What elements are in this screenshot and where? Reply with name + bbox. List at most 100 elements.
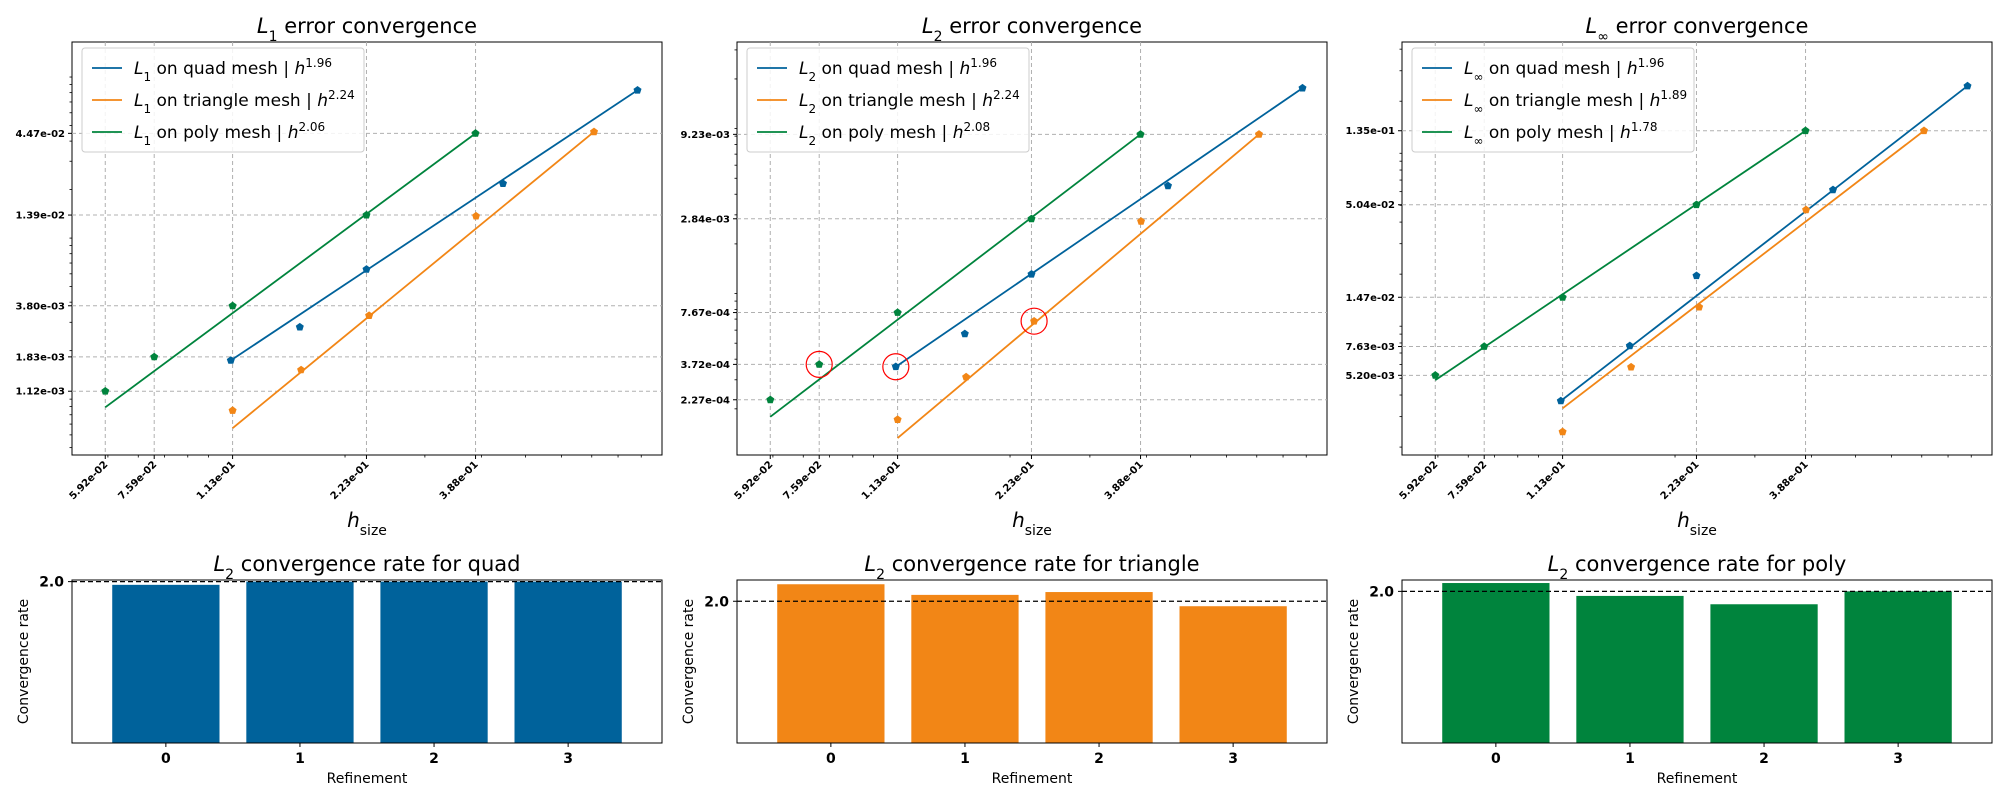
- legend-h: h: [959, 59, 970, 79]
- legend-exponent: 2.24: [328, 88, 355, 102]
- y-axis-label: Convergence rate: [1346, 599, 1362, 724]
- legend-exponent: 2.24: [993, 88, 1020, 102]
- bar-1: [1576, 595, 1684, 743]
- chart-title-rest: convergence rate for poly: [1568, 552, 1846, 576]
- y-tick-label: 2.0: [1369, 584, 1394, 600]
- bar-0: [1442, 583, 1550, 743]
- chart-title-sub: 1: [269, 29, 278, 45]
- legend-h: h: [982, 91, 993, 111]
- y-tick-label: 1.39e-02: [15, 211, 65, 222]
- plot-frame: [1401, 579, 1993, 744]
- data-point-quad: [891, 362, 900, 371]
- data-point-quad: [226, 356, 235, 364]
- chart-title-base: L: [1548, 552, 1560, 576]
- legend-entry-poly: L2 on poly mesh | h2.08: [799, 120, 990, 148]
- x-tick-label: 3: [1228, 751, 1238, 767]
- chart-title: L2 convergence rate for triangle: [864, 552, 1199, 583]
- y-tick-label: 1.12e-03: [15, 387, 65, 398]
- chart-title: L2 error convergence: [922, 14, 1142, 45]
- x-tick-label: 1: [1625, 751, 1635, 767]
- legend-entry-poly: L1 on poly mesh | h2.06: [134, 120, 325, 148]
- data-point-poly: [815, 360, 824, 368]
- data-point-triangle: [365, 311, 374, 319]
- bar-1: [911, 594, 1019, 743]
- data-point-poly: [893, 308, 902, 316]
- error-chart-1: 1.12e-03 1.83e-03 3.80e-03 1.39e-02 4.47e-02…: [15, 14, 663, 539]
- legend-text: on triangle mesh |: [151, 91, 317, 111]
- legend-base: L: [799, 59, 808, 79]
- chart-title-sub: 2: [934, 29, 943, 45]
- y-tick-label: 2.0: [39, 575, 64, 591]
- error-chart-3: 5.20e-03 7.63e-03 1.47e-02 5.04e-02 1.35e-01…: [1345, 14, 1993, 539]
- error-chart-2: 2.27e-04 3.72e-04 7.67e-04 2.84e-03 9.23e-03…: [680, 14, 1328, 539]
- data-point-quad: [295, 322, 304, 331]
- y-tick-label: 7.67e-04: [680, 308, 730, 319]
- rate-chart-2: 0 1 2 32.0L2 convergence rate for triangleR…: [681, 552, 1328, 787]
- legend-text: on poly mesh |: [151, 123, 288, 143]
- data-point-quad: [499, 179, 507, 187]
- legend-base: L: [134, 91, 143, 111]
- x-tick-label: 3.88e-01: [438, 459, 481, 502]
- legend-exponent: 1.96: [970, 56, 997, 70]
- legend-text: on triangle mesh |: [1483, 91, 1649, 111]
- x-axis-label: Refinement: [992, 771, 1073, 787]
- data-point-triangle: [1558, 427, 1567, 436]
- legend-box: [81, 47, 365, 153]
- y-tick-label: 2.0: [704, 594, 729, 610]
- legend-h: h: [288, 123, 299, 143]
- data-point-poly: [362, 210, 371, 219]
- x-tick-label: 0: [161, 751, 171, 767]
- legend-text: on quad mesh |: [151, 59, 294, 79]
- legend-entry-quad: L1 on quad mesh | h1.96: [134, 56, 332, 84]
- x-axis-label-base: h: [1012, 508, 1025, 532]
- legend-text: on quad mesh |: [816, 59, 959, 79]
- x-tick-label: 1.13e-01: [860, 459, 903, 502]
- x-tick-label: 5.92e-02: [1398, 459, 1441, 502]
- fit-line-quad: [895, 87, 1304, 368]
- x-tick-label: 1.13e-01: [1525, 459, 1568, 502]
- data-point-triangle: [893, 415, 902, 423]
- data-point-poly: [101, 387, 110, 395]
- x-tick-label: 1.13e-01: [195, 459, 238, 502]
- legend-text: on triangle mesh |: [816, 91, 982, 111]
- rate-chart-3: 0 1 2 32.0L2 convergence rate for polyRefin…: [1346, 552, 1993, 787]
- chart-title-base: L: [864, 552, 876, 576]
- fit-line-poly: [1434, 129, 1807, 381]
- chart-title-rest: error convergence: [943, 14, 1143, 38]
- bar-3: [1179, 606, 1287, 743]
- legend-exponent: 2.08: [963, 120, 990, 134]
- chart-title: L∞ error convergence: [1586, 14, 1809, 45]
- fit-line-triangle: [897, 133, 1260, 439]
- y-tick-label: 1.47e-02: [1345, 293, 1395, 304]
- legend-text: on quad mesh |: [1483, 59, 1626, 79]
- legend-exponent: 1.96: [1638, 56, 1665, 70]
- legend-base: L: [1464, 123, 1473, 143]
- x-tick-label: 7.59e-02: [782, 459, 825, 502]
- fit-line-poly: [769, 133, 1142, 418]
- x-axis-label: Refinement: [1657, 771, 1738, 787]
- data-point-quad: [1625, 341, 1634, 350]
- legend-entry-triangle: L2 on triangle mesh | h2.24: [799, 88, 1020, 116]
- bar-2: [380, 581, 488, 743]
- legend-h: h: [317, 91, 328, 111]
- data-point-quad: [1556, 396, 1565, 405]
- data-point-quad: [1298, 83, 1307, 92]
- data-point-poly: [766, 395, 775, 404]
- legend-base: L: [799, 91, 808, 111]
- data-point-triangle: [297, 365, 306, 374]
- data-point-triangle: [1137, 217, 1145, 225]
- x-axis-label: hsize: [1012, 508, 1052, 539]
- legend-sub: ∞: [1473, 102, 1483, 116]
- legend-exponent: 1.89: [1660, 88, 1687, 102]
- x-axis-label-sub: size: [360, 523, 387, 539]
- data-point-poly: [228, 301, 237, 310]
- chart-title-rest: convergence rate for quad: [234, 552, 520, 576]
- chart-title-rest: convergence rate for triangle: [885, 552, 1200, 576]
- y-tick-label: 1.83e-03: [15, 352, 65, 363]
- x-axis-label-base: h: [347, 508, 360, 532]
- rate-chart-1: 0 1 2 32.0L2 convergence rate for quadRefin…: [16, 552, 663, 787]
- bar-3: [514, 581, 622, 743]
- legend-entry-triangle: L1 on triangle mesh | h2.24: [134, 88, 355, 116]
- data-point-poly: [150, 352, 159, 361]
